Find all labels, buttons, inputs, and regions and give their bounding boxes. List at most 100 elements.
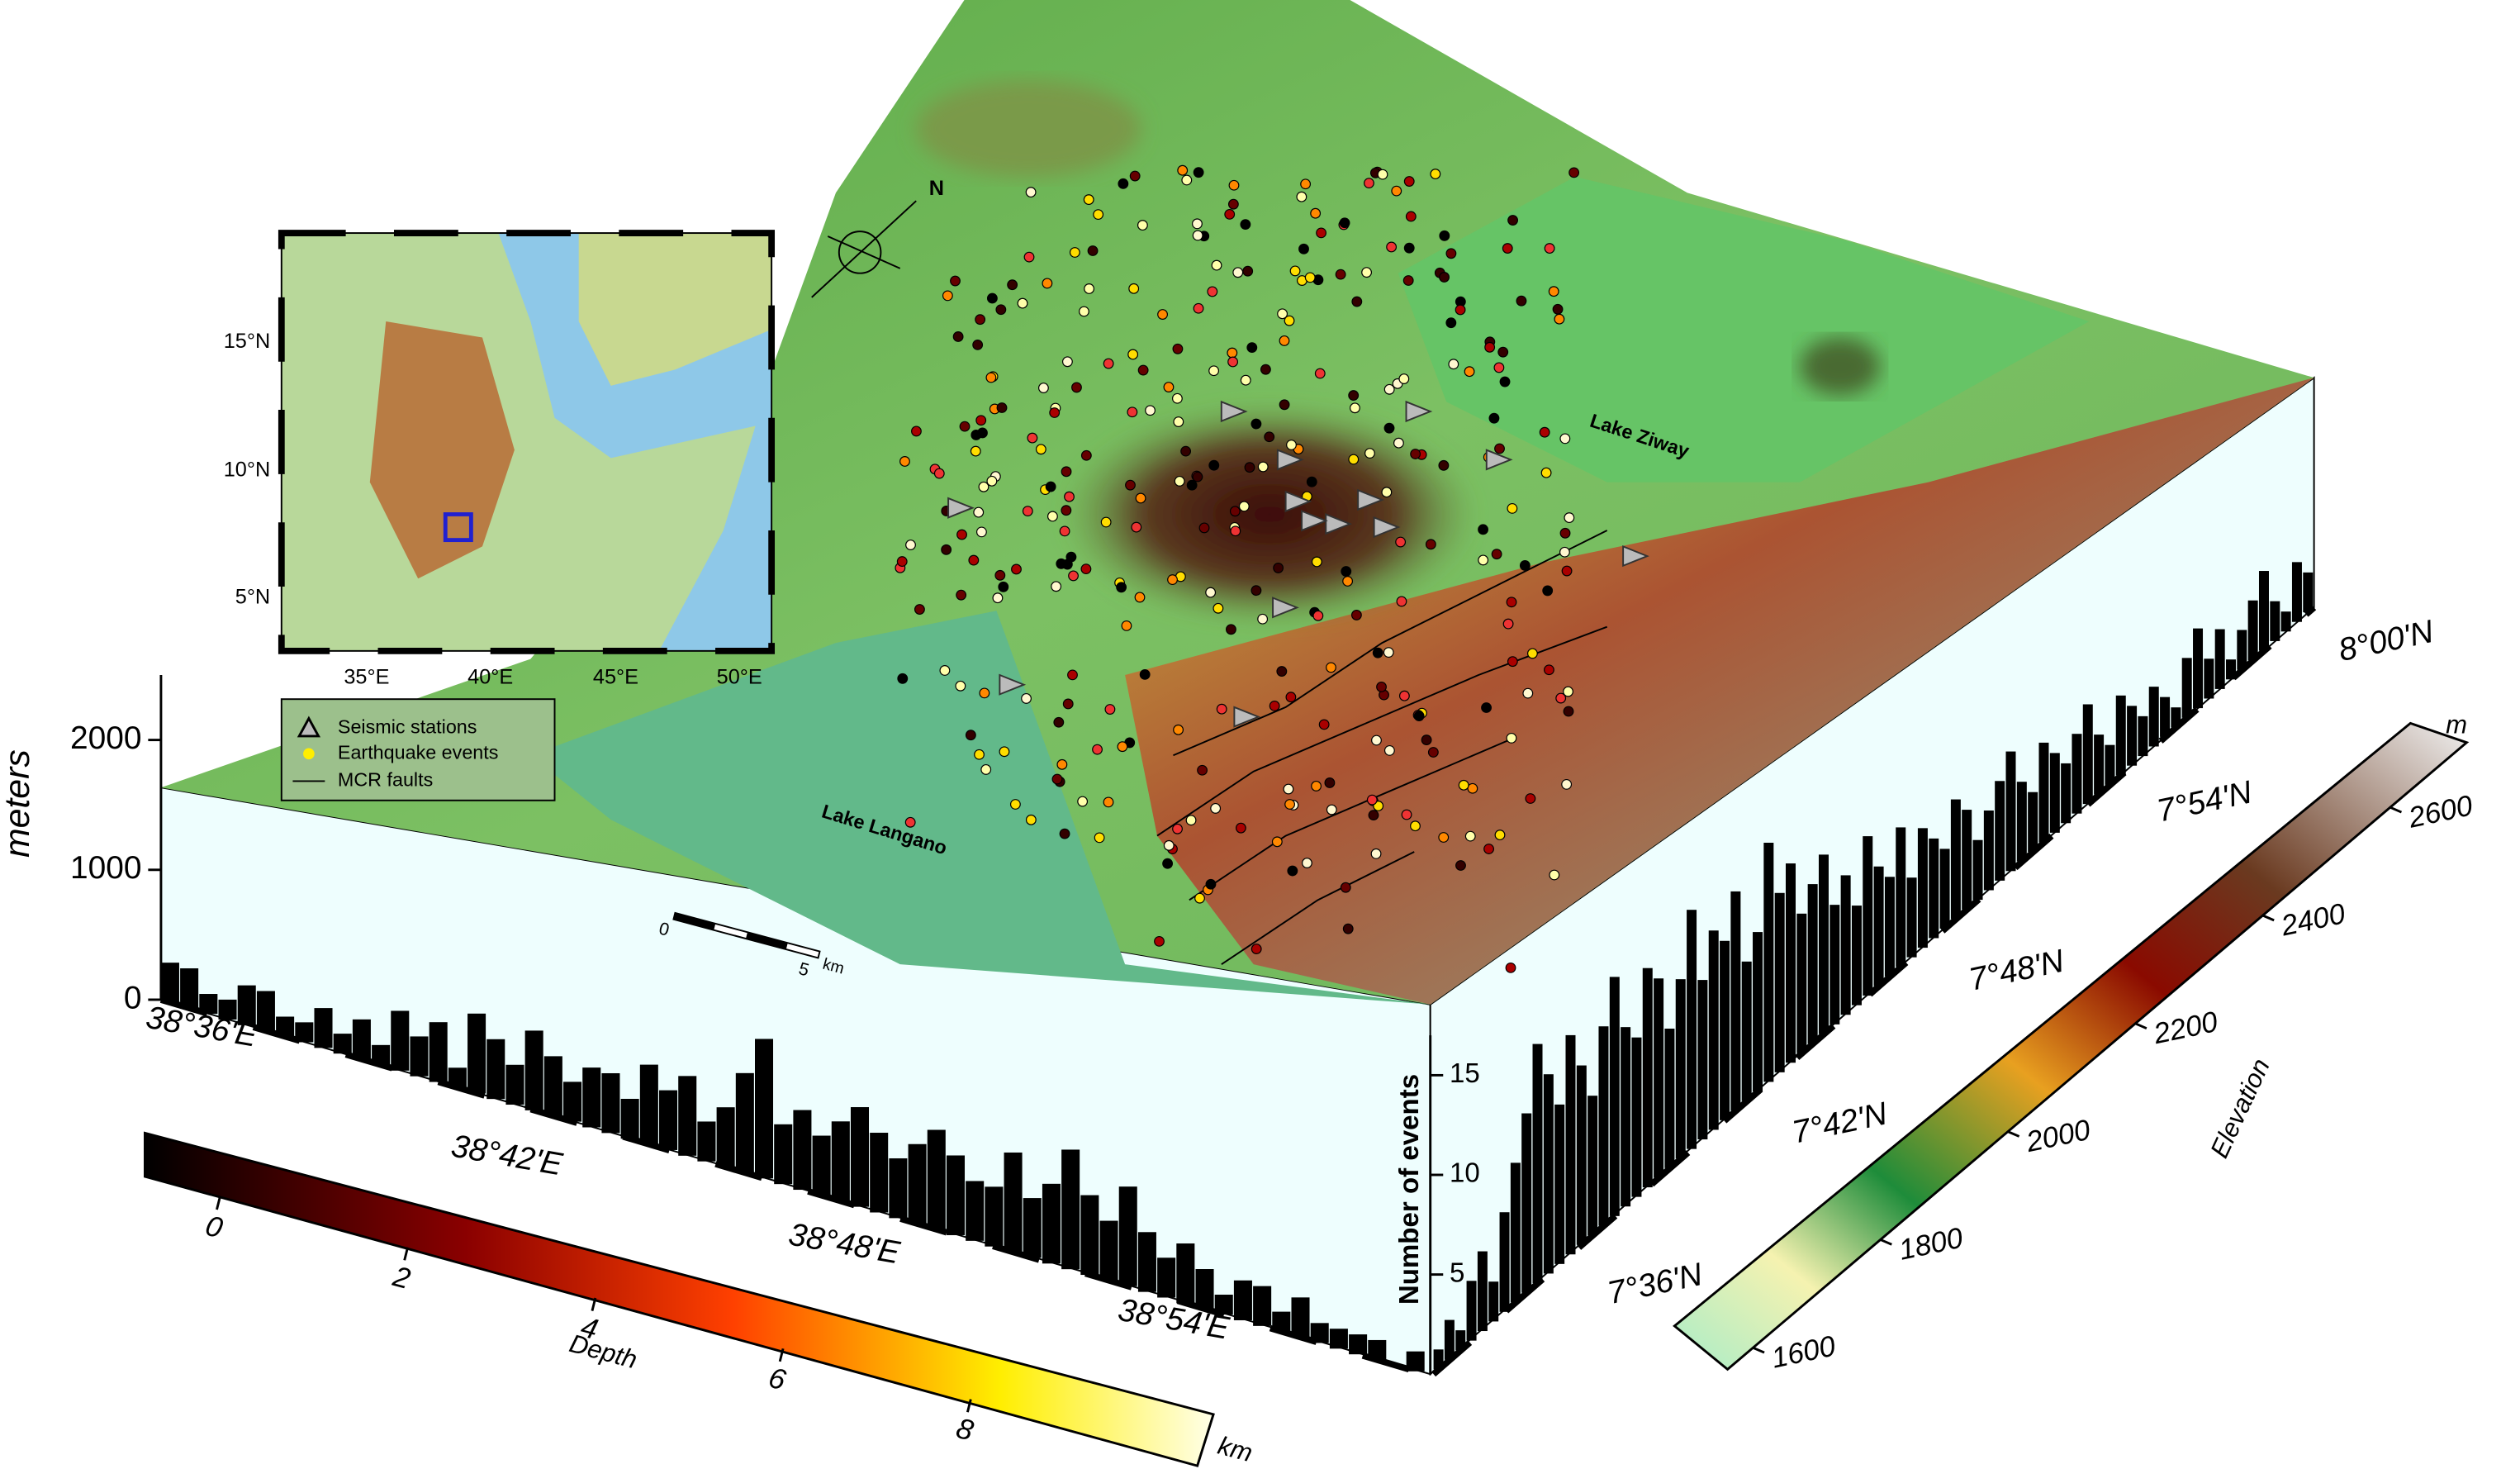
histogram-bar xyxy=(1521,1113,1532,1293)
volcano xyxy=(1061,402,1479,627)
earthquake xyxy=(1439,230,1450,241)
earthquake xyxy=(1157,309,1168,320)
earthquake xyxy=(1478,524,1489,535)
earthquake xyxy=(1277,308,1288,320)
earthquake xyxy=(1224,208,1236,220)
earthquake xyxy=(1163,839,1175,851)
earthquake xyxy=(1383,422,1395,434)
compass-axis xyxy=(827,235,901,269)
earthquake xyxy=(1240,219,1251,231)
earthquake xyxy=(1228,179,1240,191)
histogram-bar xyxy=(1863,836,1873,996)
histogram-bar xyxy=(1543,1074,1554,1274)
earthquake xyxy=(980,764,992,775)
earthquake xyxy=(1563,686,1573,697)
histogram-bar xyxy=(1368,1339,1387,1361)
earthquake xyxy=(1181,174,1193,186)
earthquake xyxy=(1046,511,1058,522)
histogram-bar xyxy=(2094,734,2105,795)
earthquake xyxy=(1555,692,1567,704)
earthquake xyxy=(994,569,1006,581)
axis-title: Number of events xyxy=(1394,1074,1425,1305)
earthquake xyxy=(1377,169,1388,180)
histogram-bar xyxy=(2160,696,2171,737)
lat-label: 10°N xyxy=(224,459,270,482)
earthquake xyxy=(1284,315,1295,326)
histogram-bar xyxy=(2258,571,2269,651)
histogram-bar xyxy=(2171,707,2181,728)
lon-label: 45°E xyxy=(593,666,638,689)
earthquake xyxy=(1403,242,1415,254)
histogram-bar xyxy=(1061,1149,1080,1270)
station xyxy=(1325,513,1353,535)
histogram-bar xyxy=(1099,1220,1118,1281)
earthquake xyxy=(1522,687,1534,699)
earthquake xyxy=(1312,610,1324,621)
histogram-bar xyxy=(2028,792,2038,853)
histogram-bar xyxy=(2082,704,2093,805)
earthquake xyxy=(1478,554,1489,566)
histogram-bar xyxy=(1687,910,1697,1149)
earthquake xyxy=(1017,297,1028,309)
earthquake xyxy=(950,275,961,287)
histogram-bar xyxy=(850,1107,870,1207)
lon-label: 38°48'E xyxy=(786,1216,904,1271)
earthquake xyxy=(1410,449,1421,459)
earthquake xyxy=(1269,700,1280,711)
histogram-bar xyxy=(1917,828,1928,948)
earthquake xyxy=(1370,848,1382,859)
north-label: N xyxy=(929,177,944,200)
legend-label: Seismic stations xyxy=(338,715,477,737)
earthquake xyxy=(1061,466,1072,478)
earthquake xyxy=(1494,830,1506,841)
histogram-bar xyxy=(985,1186,1004,1247)
histogram-bar xyxy=(1774,892,1785,1072)
histogram-bar xyxy=(889,1158,908,1219)
lon-label: 38°42'E xyxy=(448,1128,566,1182)
earthquake xyxy=(1035,444,1046,455)
histogram-bar xyxy=(1118,1186,1137,1286)
depth-colorbar xyxy=(144,1131,1215,1467)
earthquake xyxy=(1198,522,1210,534)
histogram-bar xyxy=(1214,1294,1233,1315)
earthquake xyxy=(1439,272,1450,283)
histogram-bar xyxy=(1642,967,1653,1188)
histogram-bar xyxy=(2105,744,2115,785)
histogram-bar xyxy=(1444,1319,1455,1360)
histogram-bar xyxy=(1697,980,1708,1140)
histogram-bar xyxy=(735,1072,754,1173)
study-area xyxy=(443,512,473,543)
earthquake xyxy=(942,290,953,302)
scale-label: 5 xyxy=(796,958,811,980)
earthquake xyxy=(1227,356,1239,368)
earthquake xyxy=(1502,618,1514,630)
histogram-bar xyxy=(1477,1251,1488,1332)
histogram-bar xyxy=(1873,866,1884,986)
y-tick-label: 5 xyxy=(1450,1257,1464,1288)
earthquake xyxy=(1395,536,1407,548)
earthquake xyxy=(1240,374,1251,386)
earthquake xyxy=(1506,732,1517,744)
earthquake xyxy=(1238,501,1250,512)
earthquake xyxy=(1310,207,1322,219)
earthquake xyxy=(985,372,997,383)
earthquake xyxy=(975,314,986,326)
histogram-bar xyxy=(410,1036,429,1077)
earthquake xyxy=(1171,392,1183,404)
earthquake xyxy=(1324,777,1336,788)
earthquake xyxy=(1137,364,1149,376)
earthquake xyxy=(1298,243,1309,254)
earthquake xyxy=(1021,692,1032,704)
histogram-bar xyxy=(1708,930,1719,1130)
histogram-bar xyxy=(1510,1162,1521,1303)
histogram-bar xyxy=(582,1067,601,1128)
histogram-bar xyxy=(1818,854,1829,1034)
earthquake xyxy=(1251,585,1262,597)
earthquake xyxy=(1049,407,1061,418)
histogram-bar xyxy=(314,1008,333,1048)
histogram-bar xyxy=(1291,1297,1310,1338)
earthquake xyxy=(1053,716,1065,728)
earthquake xyxy=(933,468,945,479)
histogram-bar xyxy=(199,994,218,1015)
